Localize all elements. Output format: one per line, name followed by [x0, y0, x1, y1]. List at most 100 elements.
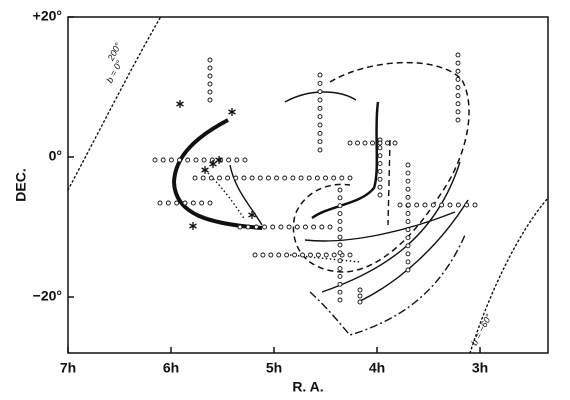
ring	[276, 252, 282, 258]
ring	[337, 258, 343, 264]
annotation: 200°	[105, 41, 123, 63]
ring	[405, 219, 411, 224]
ring	[282, 175, 288, 181]
ring	[192, 175, 198, 181]
ring	[270, 224, 276, 230]
ring	[190, 200, 196, 206]
ring	[233, 175, 239, 181]
ring	[165, 200, 171, 206]
ring	[472, 202, 478, 208]
ring	[207, 65, 213, 71]
ring	[347, 252, 353, 258]
ring	[245, 224, 251, 230]
ring	[317, 97, 323, 103]
ring	[252, 252, 258, 258]
x-tick-label: 3h	[472, 360, 488, 376]
ring	[298, 175, 304, 181]
star	[248, 211, 256, 219]
ring	[337, 218, 343, 224]
ring	[317, 147, 323, 153]
ridge	[304, 211, 456, 242]
ring	[292, 252, 298, 258]
ring	[317, 105, 323, 111]
ring	[207, 97, 213, 103]
ring	[294, 224, 300, 230]
ring	[208, 175, 214, 181]
ring	[317, 80, 323, 86]
ring	[185, 157, 191, 163]
ring	[405, 186, 411, 192]
ring	[168, 157, 174, 163]
ring	[274, 175, 280, 181]
ring	[339, 175, 345, 181]
y-tick-label: −20°	[33, 288, 62, 304]
ring	[193, 157, 199, 163]
ring	[284, 252, 290, 258]
ring	[152, 157, 158, 163]
ring	[207, 73, 213, 79]
ring	[268, 252, 274, 258]
ring	[278, 224, 284, 230]
ring	[357, 287, 363, 293]
ring	[311, 224, 317, 230]
ring	[337, 281, 343, 287]
annotation: b = −60°	[469, 312, 494, 347]
dashed-loop	[292, 61, 470, 273]
x-axis-label: R. A.	[292, 379, 323, 395]
ring	[347, 140, 353, 146]
ring	[242, 157, 248, 163]
ring	[200, 175, 206, 181]
ring	[405, 202, 411, 208]
star	[201, 166, 209, 174]
ring	[241, 175, 247, 181]
ring	[405, 162, 411, 168]
dashed-line	[387, 139, 391, 226]
ring	[347, 175, 353, 181]
ring	[317, 130, 323, 136]
ring	[377, 145, 383, 151]
ring	[337, 242, 343, 248]
galactic-latitude-line	[67, 17, 161, 191]
ring	[455, 101, 461, 107]
ring	[405, 267, 411, 273]
star	[209, 160, 217, 168]
ridge	[357, 199, 469, 303]
ring	[455, 76, 461, 82]
ring	[377, 168, 383, 174]
ring	[182, 200, 188, 206]
ring	[405, 259, 411, 265]
ring	[447, 202, 453, 208]
ring	[207, 200, 213, 206]
ring	[455, 202, 461, 208]
ring	[260, 252, 266, 258]
ring	[362, 140, 368, 146]
ring	[405, 235, 411, 241]
ring	[323, 175, 328, 181]
stars	[176, 100, 256, 230]
ring	[306, 175, 312, 181]
ring	[337, 187, 343, 193]
ring	[337, 211, 343, 217]
ring	[455, 109, 461, 115]
ring	[226, 157, 232, 163]
ring	[157, 200, 163, 206]
ring-rows	[152, 52, 478, 305]
ring	[317, 139, 323, 145]
star	[228, 108, 236, 116]
ring	[319, 224, 325, 230]
ring	[317, 89, 323, 95]
ring	[455, 93, 461, 99]
ring	[265, 175, 271, 181]
ring	[217, 175, 222, 181]
features	[67, 17, 549, 354]
ring	[209, 157, 215, 163]
ring	[455, 60, 461, 66]
x-tick-label: 7h	[60, 360, 76, 376]
ring	[323, 252, 329, 258]
ring	[207, 81, 213, 87]
y-tick-label: 0°	[49, 148, 62, 164]
x-tick-label: 5h	[266, 360, 282, 376]
ring	[331, 175, 337, 181]
ring	[253, 224, 259, 230]
